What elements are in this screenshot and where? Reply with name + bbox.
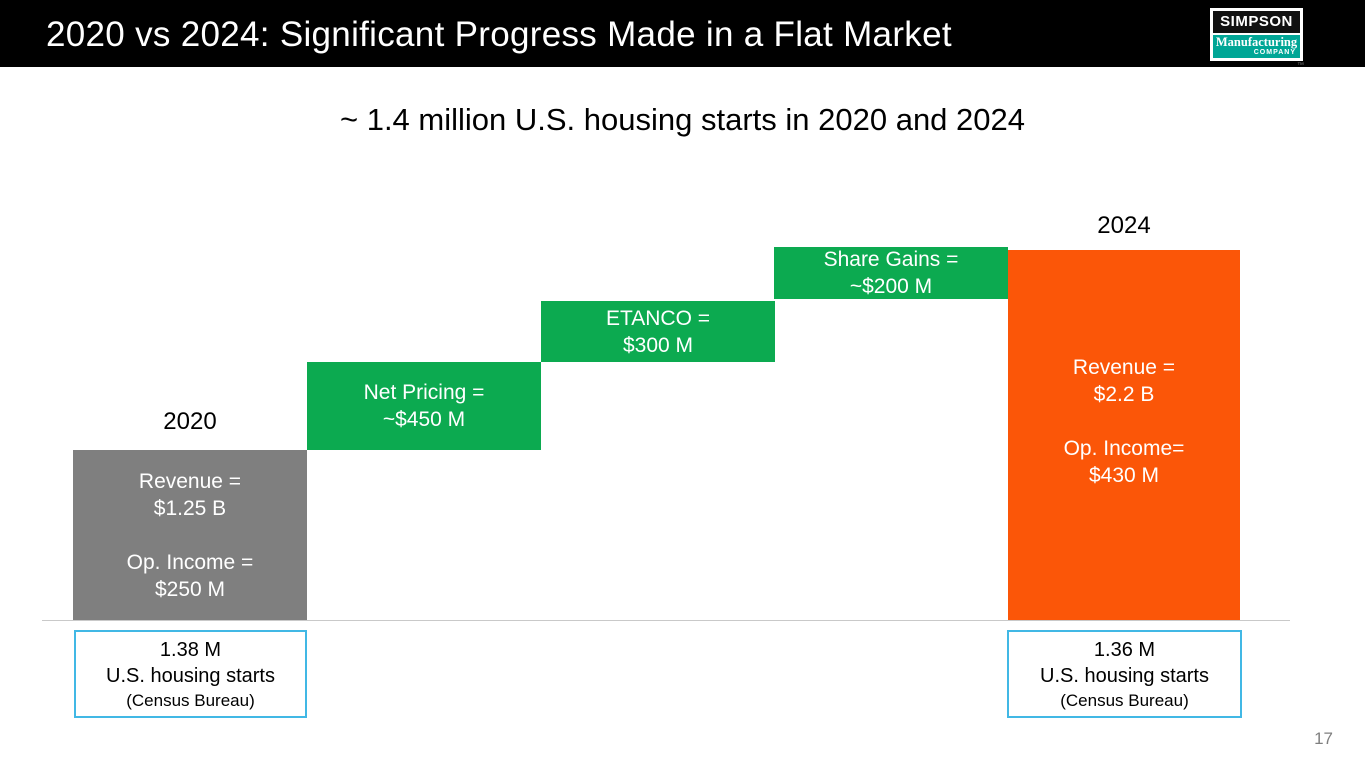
housing-starts-source: (Census Bureau) — [1060, 690, 1189, 710]
housing-starts-label: U.S. housing starts — [106, 664, 275, 687]
bar-text-line: Net Pricing = — [363, 381, 485, 404]
bar-text-line: Revenue = — [138, 469, 242, 493]
simpson-manufacturing-logo: SIMPSON Manufacturing COMPANY ™ — [1210, 8, 1304, 69]
housing-starts-source: (Census Bureau) — [126, 690, 255, 710]
bar-text-line: Op. Income = — [126, 550, 254, 574]
bar-net-pricing: Net Pricing = ~$450 M — [307, 362, 541, 450]
baseline-axis — [42, 620, 1290, 621]
bar-text-line: ETANCO = — [605, 306, 711, 330]
housing-starts-value: 1.38 M — [159, 638, 222, 661]
trademark-icon: ™ — [1297, 62, 1304, 69]
page-number: 17 — [1314, 729, 1333, 748]
bar-2020-total: Revenue = $1.25 B Op. Income = $250 M — [73, 450, 307, 620]
logo-lower-panel: Manufacturing COMPANY — [1213, 35, 1300, 58]
chart-subtitle: ~ 1.4 million U.S. housing starts in 202… — [339, 102, 1025, 137]
bar-text-line: $300 M — [622, 333, 694, 357]
bar-share-gains: Share Gains = ~$200 M — [774, 247, 1008, 299]
bar-label-2020: 2020 — [163, 408, 217, 435]
bar-text-line: $250 M — [154, 577, 226, 601]
bar-text-line: $430 M — [1088, 463, 1160, 487]
bar-etanco: ETANCO = $300 M — [541, 301, 775, 362]
bar-text-line: $1.25 B — [153, 496, 227, 520]
logo-company-text: COMPANY — [1253, 49, 1296, 56]
bar-text-line: Revenue = — [1072, 355, 1176, 379]
logo-manufacturing-text: Manufacturing — [1215, 35, 1298, 49]
housing-starts-label: U.S. housing starts — [1040, 664, 1209, 687]
bar-text-line: ~$200 M — [849, 275, 933, 298]
bar-2024-total: Revenue = $2.2 B Op. Income= $430 M — [1008, 250, 1240, 620]
bar-text-line: $2.2 B — [1093, 382, 1155, 406]
bar-label-2024: 2024 — [1097, 212, 1151, 239]
housing-starts-value: 1.36 M — [1093, 638, 1156, 661]
housing-starts-2020-box: 1.38 M U.S. housing starts (Census Burea… — [74, 630, 307, 718]
bar-text-line: ~$450 M — [382, 408, 466, 431]
bar-text-line: Share Gains = — [823, 248, 959, 271]
logo-simpson-text: SIMPSON — [1213, 11, 1300, 33]
slide-title: 2020 vs 2024: Significant Progress Made … — [46, 15, 952, 54]
bar-text-line: Op. Income= — [1063, 436, 1185, 460]
housing-starts-2024-box: 1.36 M U.S. housing starts (Census Burea… — [1007, 630, 1242, 718]
title-bar: 2020 vs 2024: Significant Progress Made … — [0, 0, 1365, 69]
